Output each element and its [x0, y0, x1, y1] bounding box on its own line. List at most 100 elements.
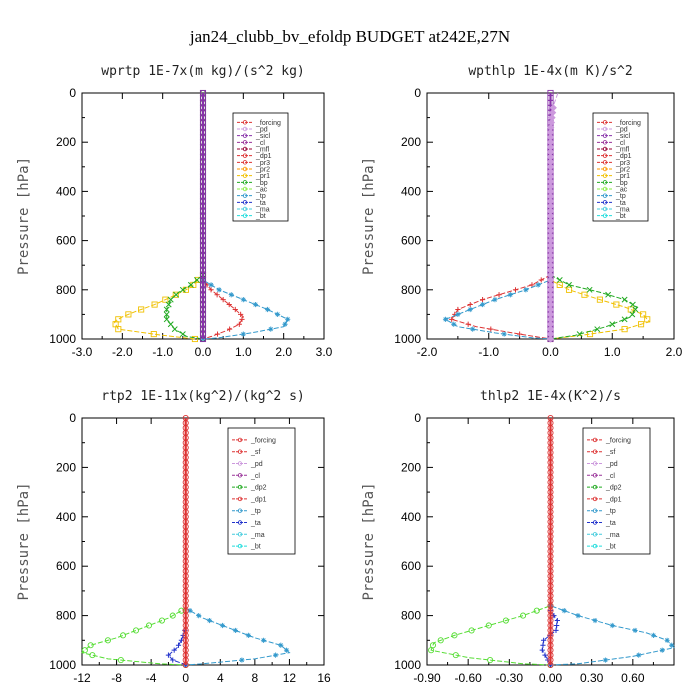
- legend-entry: _bt: [605, 544, 616, 551]
- legend-box: [592, 112, 649, 222]
- data-point: [539, 647, 545, 653]
- legend-entry: _cl: [615, 140, 625, 147]
- series-line: [450, 93, 551, 340]
- legend-entry: _pr3: [255, 160, 270, 167]
- data-point: [621, 326, 628, 333]
- data-point: [208, 287, 214, 293]
- series-line: [444, 93, 551, 340]
- data-point: [613, 301, 620, 308]
- panel-4: thlp2 1E-4x(K^2)/s Pressure [hPa] -0.90 -0.…: [361, 389, 675, 685]
- data-point: [150, 331, 157, 338]
- data-point: [165, 652, 172, 658]
- legend-marker: [602, 160, 608, 165]
- data-point: [179, 331, 186, 338]
- legend-marker: [592, 449, 598, 454]
- x-tick-label: 2.0: [275, 345, 292, 359]
- data-point: [594, 326, 601, 333]
- legend-entry: _mfl: [615, 147, 630, 154]
- x-tick-label: -2.0: [112, 345, 133, 359]
- legend-marker: [602, 206, 608, 212]
- data-point: [171, 647, 177, 653]
- data-point: [529, 282, 535, 288]
- data-point: [214, 331, 221, 337]
- legend-entry: _pd: [605, 461, 618, 468]
- data-point: [496, 292, 502, 298]
- legend-marker: [592, 484, 598, 490]
- series-forcing: [547, 414, 554, 669]
- legend-marker: [602, 180, 608, 185]
- data-point: [187, 608, 193, 614]
- legend-entry: _ac: [255, 187, 268, 194]
- x-tick-label: -4: [146, 671, 157, 685]
- data-point: [236, 321, 242, 327]
- data-point: [556, 281, 563, 288]
- legend-entry: _sf: [605, 449, 615, 456]
- x-tick-label: 2.0: [666, 345, 683, 359]
- y-tick-label: 800: [401, 609, 421, 623]
- legend-marker: [602, 200, 608, 205]
- legend-entry: _ta: [255, 200, 266, 207]
- legend-entry: _bp: [615, 180, 628, 187]
- data-point: [547, 661, 554, 669]
- data-point: [638, 321, 645, 328]
- legend-marker: [592, 532, 598, 537]
- legend-marker: [602, 120, 608, 125]
- data-point: [565, 286, 573, 293]
- data-point: [275, 311, 281, 317]
- data-point: [449, 316, 455, 322]
- data-point: [551, 613, 557, 619]
- x-tick-label: 0.30: [580, 671, 604, 685]
- data-point: [581, 291, 588, 298]
- data-point: [632, 306, 639, 313]
- legend-entry: _forcing: [250, 437, 276, 444]
- series-line: [166, 93, 204, 340]
- data-point: [535, 282, 541, 288]
- data-point: [538, 277, 544, 283]
- legend-entry: _pr2: [615, 167, 630, 174]
- data-point: [117, 657, 124, 664]
- data-point: [542, 652, 548, 658]
- data-point: [228, 292, 234, 298]
- y-tick-label: 600: [401, 559, 421, 573]
- data-point: [501, 331, 507, 337]
- legend-entry: _pr1: [255, 173, 270, 180]
- data-point: [520, 612, 527, 619]
- data-point: [283, 647, 290, 653]
- legend-entry: _sicl: [615, 133, 630, 140]
- legend-marker: [592, 520, 598, 525]
- panel-title: wprtp 1E-7x(m kg)/(s^2 kg): [101, 64, 305, 79]
- y-tick-label: 200: [56, 135, 76, 149]
- panel-title: thlp2 1E-4x(K^2)/s: [480, 389, 621, 404]
- data-point: [627, 306, 634, 313]
- data-point: [172, 291, 179, 298]
- data-point: [120, 632, 127, 639]
- data-point: [540, 642, 546, 648]
- data-point: [219, 622, 226, 629]
- series-line: [541, 418, 558, 666]
- legend-marker: [602, 140, 608, 145]
- data-point: [173, 291, 180, 298]
- data-point: [609, 622, 615, 629]
- data-point: [455, 306, 461, 313]
- data-point: [252, 301, 259, 308]
- data-point: [104, 637, 111, 644]
- data-point: [273, 652, 279, 658]
- data-point: [485, 622, 492, 629]
- series-sicl: [199, 89, 207, 343]
- legend-marker: [602, 133, 608, 138]
- data-point: [260, 637, 267, 643]
- data-point: [629, 301, 636, 308]
- y-tick-label: 600: [56, 559, 76, 573]
- data-point: [178, 607, 185, 614]
- data-point: [640, 311, 647, 318]
- data-point: [87, 642, 94, 649]
- y-tick-label: 1000: [394, 658, 421, 672]
- x-tick-label: -1.0: [478, 345, 499, 359]
- data-point: [556, 277, 563, 283]
- data-point: [554, 622, 560, 629]
- data-point: [163, 306, 170, 313]
- data-point: [465, 321, 471, 327]
- legend-marker: [237, 496, 243, 502]
- legend-marker: [237, 520, 243, 525]
